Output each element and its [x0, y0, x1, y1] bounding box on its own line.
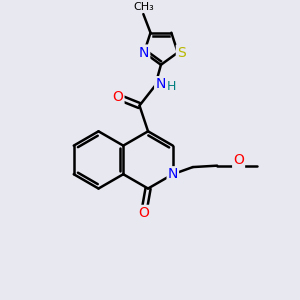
Text: N: N [168, 167, 178, 181]
Text: H: H [166, 80, 176, 94]
Text: O: O [112, 90, 124, 104]
Text: CH₃: CH₃ [133, 2, 154, 12]
Text: S: S [177, 46, 186, 59]
Text: O: O [138, 206, 149, 220]
Text: O: O [233, 154, 244, 167]
Text: N: N [139, 46, 149, 59]
Text: N: N [155, 77, 166, 91]
